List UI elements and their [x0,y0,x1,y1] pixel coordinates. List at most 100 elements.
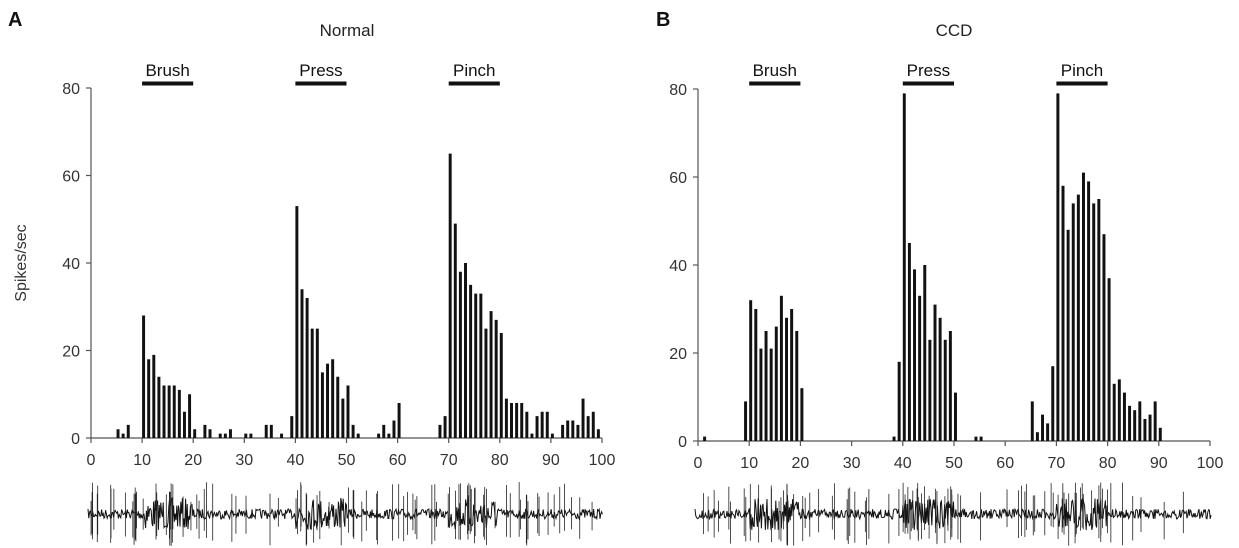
stimulus-bar-brush [142,81,194,86]
histogram-bar [315,328,319,438]
histogram-bar [116,429,120,438]
histogram-bar [754,309,758,441]
histogram-bar [938,317,942,441]
histogram-bar [208,429,212,438]
histogram-bar [581,398,585,438]
stimulus-label-press: Press [907,61,950,80]
histogram-bar [162,385,166,438]
histogram-bar [300,289,304,438]
histogram-bar [897,361,901,441]
histogram-bar [923,265,927,441]
stimulus-bar-pinch [448,81,500,86]
histogram-bar [193,429,197,438]
spike-trace-normal [87,482,603,546]
histogram-bar [336,376,340,438]
histogram-bar [469,284,473,438]
x-tick-label: 100 [1197,455,1224,472]
histogram-bar [177,389,181,438]
histogram-bar [1117,379,1121,441]
histogram-bar [310,328,314,438]
stimulus-bar-pinch [1056,81,1108,86]
x-tick-label: 30 [843,455,861,472]
histogram-bar [948,331,952,441]
histogram-bar [800,388,804,441]
stimulus-bar-press [295,81,347,86]
histogram-bar [1122,392,1126,441]
histogram-bar [341,398,345,438]
histogram-bar [1112,383,1116,441]
histogram-bar [892,436,896,441]
histogram-bar [703,436,707,441]
histogram-bar [244,433,248,438]
y-tick-label: 20 [62,344,80,361]
histogram-bar [474,293,478,438]
spike-trace-ccd [694,482,1212,546]
histogram-bar [540,411,544,438]
histogram-bar [448,153,452,438]
histogram-bar [484,328,488,438]
stimulus-bar-press [902,81,954,86]
histogram-bar [147,359,151,438]
histogram-bar [489,311,493,438]
histogram-bar [1148,414,1152,441]
x-tick-label: 20 [184,452,202,469]
histogram-bar [785,317,789,441]
x-tick-label: 80 [491,452,509,469]
stimulus-bar-brush [749,81,801,86]
histogram-bar [1041,414,1045,441]
histogram-bar [774,326,778,441]
x-tick-label: 20 [792,455,810,472]
histogram-bar [479,293,483,438]
histogram-bar [566,420,570,438]
histogram-bar [1035,432,1039,441]
histogram-bar [933,304,937,441]
histogram-bar [902,93,906,442]
histogram-bar [382,424,386,438]
histogram-bar [591,411,595,438]
trace-waveform [694,498,1212,531]
histogram-bar [596,429,600,438]
histogram-bar [142,315,146,438]
histogram-bar [152,354,156,438]
histogram-bar [790,309,794,441]
histogram-bar [305,298,309,438]
histogram-bar [586,416,590,438]
histogram-bar [320,372,324,438]
y-tick-label: 40 [669,258,687,275]
histogram-bar [974,436,978,441]
histogram-bar [764,331,768,441]
y-tick-label: 0 [678,434,687,451]
histogram-bar [1092,203,1096,441]
panel-normal: A Normal Spikes/sec 0 20 40 60 80 0 10 20 30 40 50… [8,9,615,546]
panel-title-normal: Normal [320,21,375,40]
stimulus-label-pinch: Pinch [453,61,496,80]
histogram-bar [356,433,360,438]
x-tick-label: 90 [1150,455,1168,472]
trace-waveform [87,497,603,531]
histogram-bar [1087,181,1091,441]
histogram-bar [749,300,753,441]
x-tick-label: 50 [338,452,356,469]
histogram-bar [1133,410,1137,441]
histogram-bar [1128,405,1132,441]
histogram-bar [351,424,355,438]
x-tick-label: 70 [440,452,458,469]
histogram-bar [550,433,554,438]
histogram-bar [1138,401,1142,441]
x-tick-label: 60 [389,452,407,469]
histogram-bar [576,424,580,438]
histogram-bar [1107,278,1111,441]
histogram-bar [1153,401,1157,441]
stimulus-label-pinch: Pinch [1061,61,1104,80]
y-tick-label: 0 [71,431,80,448]
histogram-bar [494,319,498,438]
histogram-bar [1066,229,1070,441]
histogram-bar [203,424,207,438]
stimulus-label-brush: Brush [145,61,189,80]
histogram-bar [126,424,130,438]
y-tick-label: 60 [62,169,80,186]
x-tick-label: 60 [996,455,1014,472]
histogram-bar [535,416,539,438]
y-axis-label: Spikes/sec [13,224,30,301]
